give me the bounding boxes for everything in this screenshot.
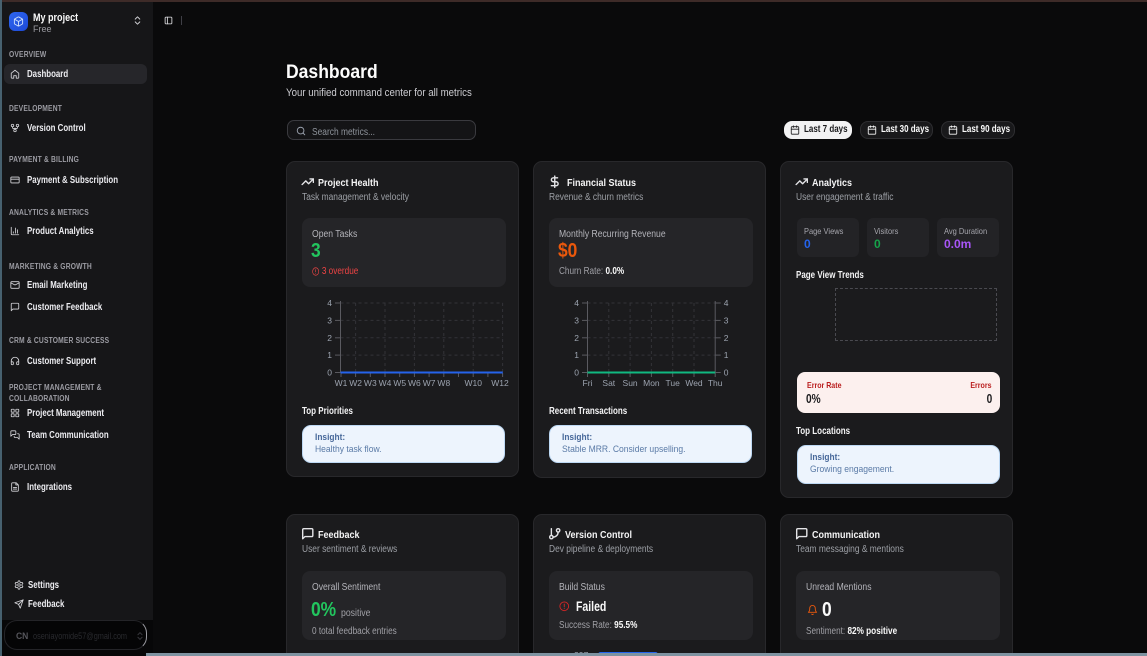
svg-text:2: 2 [327, 333, 332, 343]
svg-text:1: 1 [724, 350, 729, 360]
svg-text:2: 2 [574, 333, 579, 343]
svg-text:Thu: Thu [708, 378, 723, 388]
svg-text:3: 3 [327, 315, 332, 325]
svg-text:W3: W3 [364, 378, 377, 388]
svg-text:W8: W8 [437, 378, 450, 388]
svg-text:0: 0 [724, 368, 729, 378]
svg-text:3: 3 [574, 315, 579, 325]
svg-text:W5: W5 [393, 378, 406, 388]
svg-text:3: 3 [724, 315, 729, 325]
svg-text:1: 1 [574, 350, 579, 360]
svg-text:W1: W1 [335, 378, 348, 388]
svg-text:Tue: Tue [666, 378, 681, 388]
svg-text:Mon: Mon [643, 378, 660, 388]
svg-text:Fri: Fri [583, 378, 593, 388]
svg-text:1: 1 [327, 350, 332, 360]
svg-text:W7: W7 [423, 378, 436, 388]
svg-text:2: 2 [724, 333, 729, 343]
svg-text:Sun: Sun [623, 378, 638, 388]
svg-text:W4: W4 [379, 378, 392, 388]
svg-text:W10: W10 [464, 378, 482, 388]
svg-text:Sat: Sat [602, 378, 615, 388]
svg-text:4: 4 [574, 298, 579, 308]
svg-text:W6: W6 [408, 378, 421, 388]
svg-text:4: 4 [327, 298, 332, 308]
svg-text:Wed: Wed [685, 378, 703, 388]
svg-text:W2: W2 [349, 378, 362, 388]
svg-text:0: 0 [327, 368, 332, 378]
svg-text:4: 4 [724, 298, 729, 308]
svg-text:0: 0 [574, 368, 579, 378]
svg-text:W12: W12 [491, 378, 509, 388]
